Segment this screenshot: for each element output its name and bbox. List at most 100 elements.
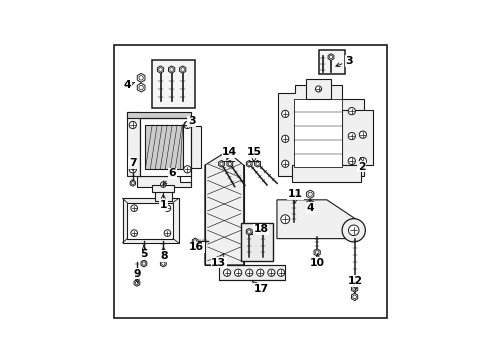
Circle shape [131, 182, 134, 185]
Text: 11: 11 [287, 189, 303, 203]
Circle shape [228, 162, 231, 166]
Polygon shape [313, 249, 320, 256]
Polygon shape [160, 260, 166, 267]
Polygon shape [292, 165, 361, 182]
Circle shape [164, 205, 170, 211]
Text: 14: 14 [222, 147, 237, 160]
Circle shape [183, 121, 191, 129]
Polygon shape [351, 285, 357, 292]
Circle shape [281, 135, 288, 143]
Polygon shape [134, 280, 140, 286]
Circle shape [169, 68, 173, 71]
Polygon shape [140, 118, 191, 176]
Polygon shape [155, 190, 171, 201]
Circle shape [220, 162, 223, 166]
Circle shape [164, 230, 170, 237]
Circle shape [131, 230, 137, 237]
Text: 18: 18 [250, 225, 268, 235]
Polygon shape [254, 161, 260, 167]
Circle shape [307, 192, 312, 196]
Polygon shape [305, 79, 330, 99]
Polygon shape [157, 66, 163, 73]
Polygon shape [276, 200, 359, 239]
Polygon shape [290, 189, 296, 197]
Circle shape [247, 230, 250, 233]
Text: 7: 7 [129, 158, 136, 170]
Circle shape [281, 110, 288, 117]
Text: 3: 3 [335, 56, 352, 67]
Polygon shape [218, 265, 285, 280]
Circle shape [256, 269, 264, 276]
Text: 4: 4 [306, 199, 313, 213]
Circle shape [315, 86, 321, 92]
Polygon shape [127, 203, 173, 239]
Text: 6: 6 [163, 168, 176, 185]
Text: 5: 5 [140, 246, 147, 260]
Text: 13: 13 [211, 254, 226, 268]
Polygon shape [351, 293, 357, 301]
Polygon shape [168, 66, 174, 73]
Circle shape [291, 191, 295, 195]
Bar [152, 60, 195, 108]
Circle shape [347, 157, 355, 165]
Circle shape [159, 68, 162, 71]
Polygon shape [152, 185, 174, 192]
Text: 17: 17 [252, 282, 268, 294]
Text: 4: 4 [123, 80, 134, 90]
Polygon shape [141, 260, 146, 267]
Polygon shape [137, 176, 191, 187]
Circle shape [281, 160, 288, 167]
Text: 9: 9 [134, 269, 141, 283]
Circle shape [131, 205, 137, 211]
Text: 12: 12 [347, 276, 362, 290]
Bar [241, 223, 272, 261]
Circle shape [307, 202, 312, 206]
Circle shape [139, 85, 143, 90]
Text: 2: 2 [357, 158, 365, 172]
Text: 16: 16 [188, 242, 203, 252]
Polygon shape [260, 228, 265, 235]
Polygon shape [127, 112, 191, 118]
Polygon shape [122, 198, 178, 243]
Circle shape [223, 269, 230, 276]
Text: 1: 1 [159, 194, 167, 210]
Polygon shape [293, 99, 342, 167]
Polygon shape [278, 85, 364, 176]
Circle shape [245, 269, 252, 276]
Polygon shape [218, 161, 224, 167]
Circle shape [348, 225, 358, 235]
Circle shape [347, 108, 355, 115]
Polygon shape [327, 54, 333, 60]
Circle shape [135, 281, 138, 285]
Circle shape [255, 162, 259, 166]
Circle shape [328, 55, 332, 59]
Circle shape [234, 269, 241, 276]
Circle shape [129, 121, 136, 129]
Bar [318, 50, 344, 74]
Polygon shape [306, 190, 313, 198]
Circle shape [261, 230, 264, 233]
Circle shape [352, 295, 356, 299]
Polygon shape [246, 161, 252, 167]
Circle shape [342, 219, 365, 242]
Circle shape [142, 262, 145, 265]
Circle shape [315, 251, 318, 254]
Circle shape [247, 162, 250, 166]
Circle shape [280, 215, 289, 224]
Circle shape [347, 132, 355, 140]
Circle shape [181, 68, 184, 71]
Circle shape [277, 269, 284, 276]
Circle shape [129, 166, 136, 173]
Text: 3: 3 [183, 116, 195, 126]
Polygon shape [179, 66, 185, 73]
Polygon shape [246, 228, 252, 235]
Text: 10: 10 [309, 254, 325, 268]
Circle shape [352, 287, 356, 290]
Circle shape [139, 76, 143, 80]
Circle shape [359, 131, 366, 138]
Circle shape [267, 269, 274, 276]
Text: 15: 15 [247, 147, 262, 162]
Polygon shape [226, 161, 232, 167]
Polygon shape [204, 151, 243, 265]
Polygon shape [342, 110, 372, 165]
